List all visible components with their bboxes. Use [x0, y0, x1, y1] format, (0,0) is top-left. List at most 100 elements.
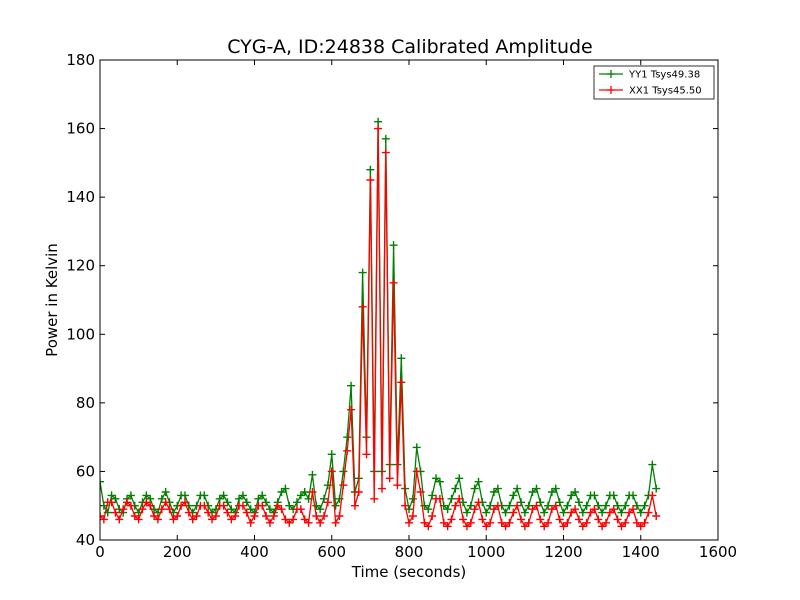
data-point-xx1 [489, 505, 498, 514]
data-point-yy1 [532, 484, 541, 493]
data-point-xx1 [323, 498, 332, 507]
data-point-xx1 [482, 522, 491, 531]
data-point-xx1 [629, 505, 638, 514]
data-point-yy1 [389, 241, 398, 250]
data-point-yy1 [111, 494, 120, 503]
data-point-yy1 [161, 488, 170, 496]
data-point-xx1 [308, 488, 317, 496]
data-point-xx1 [405, 518, 413, 527]
data-point-xx1 [601, 518, 610, 527]
data-point-xx1 [563, 518, 572, 527]
data-point-xx1 [238, 501, 247, 510]
data-point-yy1 [455, 474, 464, 483]
data-point-xx1 [578, 522, 587, 531]
data-point-yy1 [551, 484, 560, 493]
data-point-yy1 [219, 491, 228, 500]
data-point-xx1 [134, 515, 143, 524]
data-point-xx1 [192, 512, 201, 520]
series-layer [100, 117, 661, 531]
data-point-xx1 [347, 405, 356, 414]
data-point-yy1 [632, 501, 641, 510]
data-point-xx1 [169, 515, 178, 524]
data-point-yy1 [358, 268, 367, 277]
x-tick-label: 1600 [699, 543, 737, 561]
y-axis-label: Power in Kelvin [43, 243, 61, 357]
data-point-yy1 [227, 505, 236, 514]
data-point-yy1 [238, 491, 247, 500]
data-point-yy1 [327, 450, 336, 459]
data-point-xx1 [177, 501, 186, 510]
legend: YY1 Tsys49.38 XX1 Tsys45.50 [593, 65, 715, 100]
data-point-xx1 [370, 494, 379, 503]
legend-item-yy1: YY1 Tsys49.38 [599, 70, 700, 81]
data-point-yy1 [652, 484, 661, 493]
data-point-xx1 [285, 518, 294, 527]
legend-marker-yy1 [607, 70, 615, 78]
data-point-yy1 [629, 491, 638, 500]
x-tick-label: 1000 [467, 543, 505, 561]
data-point-xx1 [605, 508, 614, 517]
data-point-yy1 [343, 433, 352, 442]
data-point-xx1 [320, 512, 329, 520]
data-point-yy1 [493, 484, 502, 493]
data-point-yy1 [536, 498, 545, 507]
data-point-xx1 [393, 481, 402, 490]
data-point-xx1 [528, 505, 537, 514]
data-point-yy1 [374, 117, 383, 126]
data-point-yy1 [598, 508, 607, 517]
data-point-yy1 [381, 134, 390, 143]
data-point-yy1 [107, 491, 116, 500]
data-point-xx1 [231, 512, 240, 520]
data-point-yy1 [292, 498, 301, 507]
data-point-xx1 [582, 518, 591, 527]
data-point-yy1 [126, 491, 135, 500]
data-point-yy1 [296, 491, 305, 500]
data-point-yy1 [574, 498, 583, 507]
data-point-yy1 [528, 488, 537, 496]
data-point-xx1 [632, 518, 641, 527]
data-point-xx1 [312, 512, 321, 520]
data-point-xx1 [416, 488, 425, 496]
data-point-xx1 [532, 501, 541, 510]
data-point-yy1 [443, 505, 452, 514]
data-point-xx1 [119, 505, 128, 514]
data-point-yy1 [609, 491, 618, 500]
data-point-xx1 [362, 450, 371, 459]
data-point-xx1 [273, 501, 282, 510]
y-tick-label: 100 [66, 325, 95, 343]
data-point-xx1 [590, 505, 599, 514]
data-point-xx1 [520, 522, 529, 531]
data-point-xx1 [223, 508, 232, 517]
x-axis: 0 200 400 600 800 1000 1200 1400 1600 [95, 60, 737, 561]
data-point-xx1 [343, 446, 352, 455]
data-point-yy1 [486, 501, 495, 510]
data-point-xx1 [339, 481, 348, 490]
data-point-xx1 [258, 501, 267, 510]
data-point-xx1 [401, 501, 410, 510]
data-point-xx1 [509, 508, 518, 517]
data-point-yy1 [262, 498, 271, 507]
data-point-xx1 [200, 501, 209, 510]
data-point-yy1 [594, 501, 603, 510]
data-point-xx1 [567, 508, 576, 517]
data-point-yy1 [501, 508, 510, 517]
data-point-xx1 [408, 512, 417, 520]
data-point-xx1 [652, 512, 661, 520]
data-point-xx1 [142, 498, 151, 507]
data-point-yy1 [470, 484, 479, 493]
data-point-xx1 [385, 474, 394, 483]
data-point-xx1 [304, 518, 313, 527]
data-point-xx1 [617, 522, 626, 531]
data-point-yy1 [648, 460, 657, 469]
data-point-xx1 [447, 515, 456, 524]
data-point-yy1 [254, 494, 263, 503]
data-point-yy1 [312, 501, 321, 510]
data-point-yy1 [547, 488, 556, 496]
data-point-yy1 [146, 494, 155, 503]
data-point-xx1 [466, 518, 475, 527]
data-point-yy1 [582, 501, 591, 510]
data-point-yy1 [435, 477, 444, 486]
data-point-yy1 [300, 488, 309, 496]
data-point-yy1 [462, 508, 471, 517]
data-point-yy1 [180, 491, 189, 500]
